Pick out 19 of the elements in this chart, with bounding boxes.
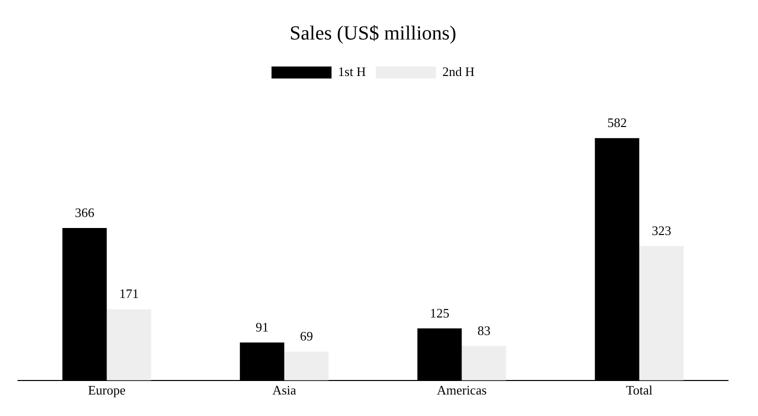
- x-tick-label: Europe: [88, 382, 126, 398]
- bar: [106, 309, 152, 380]
- x-tick-label: Asia: [272, 382, 296, 398]
- data-label: 69: [300, 328, 313, 344]
- bar: [639, 246, 684, 380]
- data-label: 125: [430, 305, 450, 320]
- data-label: 83: [477, 322, 490, 338]
- data-label: 582: [607, 115, 627, 130]
- data-label: 323: [652, 222, 672, 238]
- data-label: 366: [74, 204, 95, 220]
- x-tick-label: Total: [626, 382, 653, 398]
- data-label: 171: [119, 286, 139, 302]
- bar: [462, 346, 506, 380]
- x-tick-label: Americas: [436, 382, 487, 398]
- bar: [284, 352, 329, 380]
- legend-label: 2nd H: [442, 64, 474, 79]
- data-label: 91: [256, 319, 269, 334]
- chart-title: Sales (US$ millions): [290, 22, 456, 44]
- legend-label: 1st H: [338, 64, 366, 79]
